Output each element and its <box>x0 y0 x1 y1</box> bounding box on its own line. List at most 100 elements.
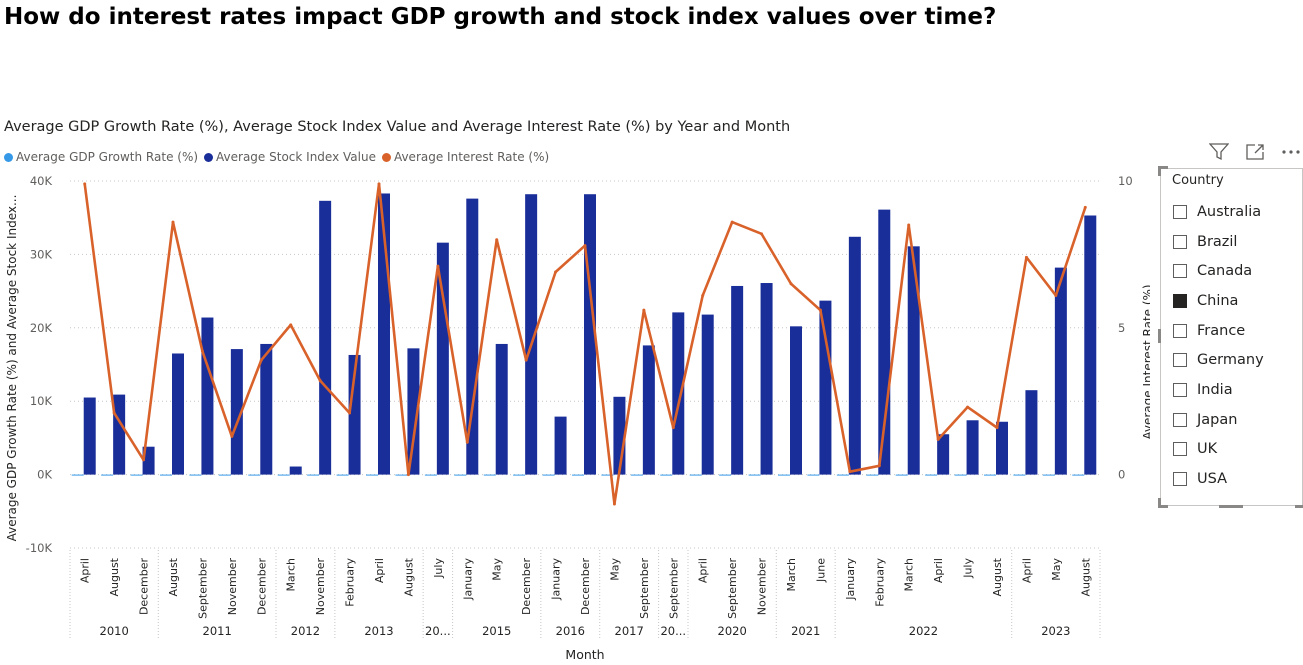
bar-gdp-growth[interactable] <box>366 474 378 476</box>
slicer-item-india[interactable]: India <box>1173 375 1264 405</box>
checkbox[interactable] <box>1173 353 1187 368</box>
resize-handle[interactable] <box>1219 505 1243 508</box>
bar-gdp-growth[interactable] <box>542 474 555 476</box>
slicer-item-brazil[interactable]: Brazil <box>1173 227 1264 257</box>
bar-gdp-growth[interactable] <box>277 474 290 476</box>
bar-stock-index[interactable] <box>790 326 802 475</box>
point-interest-rate[interactable] <box>583 244 587 248</box>
checkbox[interactable] <box>1173 472 1187 487</box>
point-interest-rate[interactable] <box>818 308 822 312</box>
bar-stock-index[interactable] <box>966 420 979 475</box>
checkbox[interactable] <box>1173 323 1187 338</box>
bar-stock-index[interactable] <box>319 200 332 475</box>
bar-stock-index[interactable] <box>495 343 508 475</box>
slicer-item-uk[interactable]: UK <box>1173 435 1264 465</box>
bar-stock-index[interactable] <box>466 198 479 475</box>
bar-stock-index[interactable] <box>113 394 126 475</box>
point-interest-rate[interactable] <box>318 379 322 383</box>
bar-gdp-growth[interactable] <box>101 474 114 476</box>
bar-gdp-growth[interactable] <box>660 474 673 476</box>
point-interest-rate[interactable] <box>112 411 116 415</box>
bar-gdp-growth[interactable] <box>719 474 732 476</box>
bar-stock-index[interactable] <box>525 194 538 475</box>
point-interest-rate[interactable] <box>789 282 793 286</box>
bar-stock-index[interactable] <box>642 345 655 475</box>
bar-gdp-growth[interactable] <box>984 474 996 476</box>
bar-stock-index[interactable] <box>348 354 361 475</box>
point-interest-rate[interactable] <box>1054 294 1058 298</box>
point-interest-rate[interactable] <box>554 270 558 274</box>
bar-stock-index[interactable] <box>819 300 832 475</box>
point-interest-rate[interactable] <box>171 220 175 224</box>
checkbox[interactable] <box>1173 382 1187 397</box>
point-interest-rate[interactable] <box>142 458 146 462</box>
point-interest-rate[interactable] <box>230 434 234 438</box>
point-interest-rate[interactable] <box>995 426 999 430</box>
resize-handle[interactable] <box>1295 505 1303 508</box>
point-interest-rate[interactable] <box>289 323 293 327</box>
bar-stock-index[interactable] <box>701 314 714 475</box>
bar-gdp-growth[interactable] <box>336 474 349 476</box>
bar-gdp-growth[interactable] <box>1013 474 1026 476</box>
point-interest-rate[interactable] <box>465 440 469 444</box>
point-interest-rate[interactable] <box>848 470 852 474</box>
slicer-item-france[interactable]: France <box>1173 316 1264 346</box>
slicer-item-australia[interactable]: Australia <box>1173 197 1264 227</box>
bar-stock-index[interactable] <box>407 348 420 475</box>
point-interest-rate[interactable] <box>966 405 970 409</box>
point-interest-rate[interactable] <box>907 223 911 227</box>
slicer-item-japan[interactable]: Japan <box>1173 405 1264 435</box>
bar-gdp-growth[interactable] <box>1042 474 1055 476</box>
point-interest-rate[interactable] <box>612 502 616 506</box>
legend-item-stock[interactable]: Average Stock Index Value <box>204 150 376 164</box>
bar-stock-index[interactable] <box>201 317 214 475</box>
bar-gdp-growth[interactable] <box>454 474 467 476</box>
bar-gdp-growth[interactable] <box>895 474 908 476</box>
point-interest-rate[interactable] <box>524 358 528 362</box>
focus-mode-icon[interactable] <box>1244 142 1266 162</box>
bar-stock-index[interactable] <box>672 312 685 475</box>
bar-gdp-growth[interactable] <box>778 474 790 476</box>
bar-gdp-growth[interactable] <box>954 474 967 476</box>
bar-stock-index[interactable] <box>731 285 744 475</box>
bar-gdp-growth[interactable] <box>572 474 584 476</box>
bar-gdp-growth[interactable] <box>836 474 849 476</box>
bar-gdp-growth[interactable] <box>748 474 761 476</box>
slicer-item-germany[interactable]: Germany <box>1173 345 1264 375</box>
bar-stock-index[interactable] <box>289 466 302 475</box>
bar-gdp-growth[interactable] <box>689 474 702 476</box>
bar-gdp-growth[interactable] <box>248 474 261 476</box>
bar-stock-index[interactable] <box>760 283 773 475</box>
bar-stock-index[interactable] <box>260 343 273 475</box>
legend-item-interest[interactable]: Average Interest Rate (%) <box>381 150 549 164</box>
resize-handle[interactable] <box>1158 498 1161 508</box>
bar-stock-index[interactable] <box>848 236 861 475</box>
bar-stock-index[interactable] <box>172 353 184 475</box>
bar-stock-index[interactable] <box>996 421 1008 475</box>
bar-gdp-growth[interactable] <box>513 474 526 476</box>
point-interest-rate[interactable] <box>730 220 734 224</box>
point-interest-rate[interactable] <box>436 264 440 268</box>
point-interest-rate[interactable] <box>377 182 381 186</box>
bar-gdp-growth[interactable] <box>130 474 143 476</box>
point-interest-rate[interactable] <box>642 308 646 312</box>
resize-handle[interactable] <box>1158 166 1168 169</box>
bar-gdp-growth[interactable] <box>218 474 231 476</box>
resize-handle[interactable] <box>1158 505 1168 508</box>
bar-gdp-growth[interactable] <box>925 474 938 476</box>
legend-item-gdp[interactable]: Average GDP Growth Rate (%) <box>4 150 198 164</box>
bar-stock-index[interactable] <box>436 242 449 475</box>
slicer-item-usa[interactable]: USA <box>1173 464 1264 494</box>
point-interest-rate[interactable] <box>671 426 675 430</box>
point-interest-rate[interactable] <box>877 464 881 468</box>
point-interest-rate[interactable] <box>83 182 87 186</box>
point-interest-rate[interactable] <box>1083 205 1087 209</box>
bar-gdp-growth[interactable] <box>307 474 320 476</box>
bar-gdp-growth[interactable] <box>601 474 614 476</box>
point-interest-rate[interactable] <box>406 473 410 477</box>
point-interest-rate[interactable] <box>1024 255 1028 259</box>
checkbox[interactable] <box>1173 442 1187 457</box>
bar-stock-index[interactable] <box>937 434 950 475</box>
bar-stock-index[interactable] <box>1084 215 1097 475</box>
point-interest-rate[interactable] <box>200 349 204 353</box>
